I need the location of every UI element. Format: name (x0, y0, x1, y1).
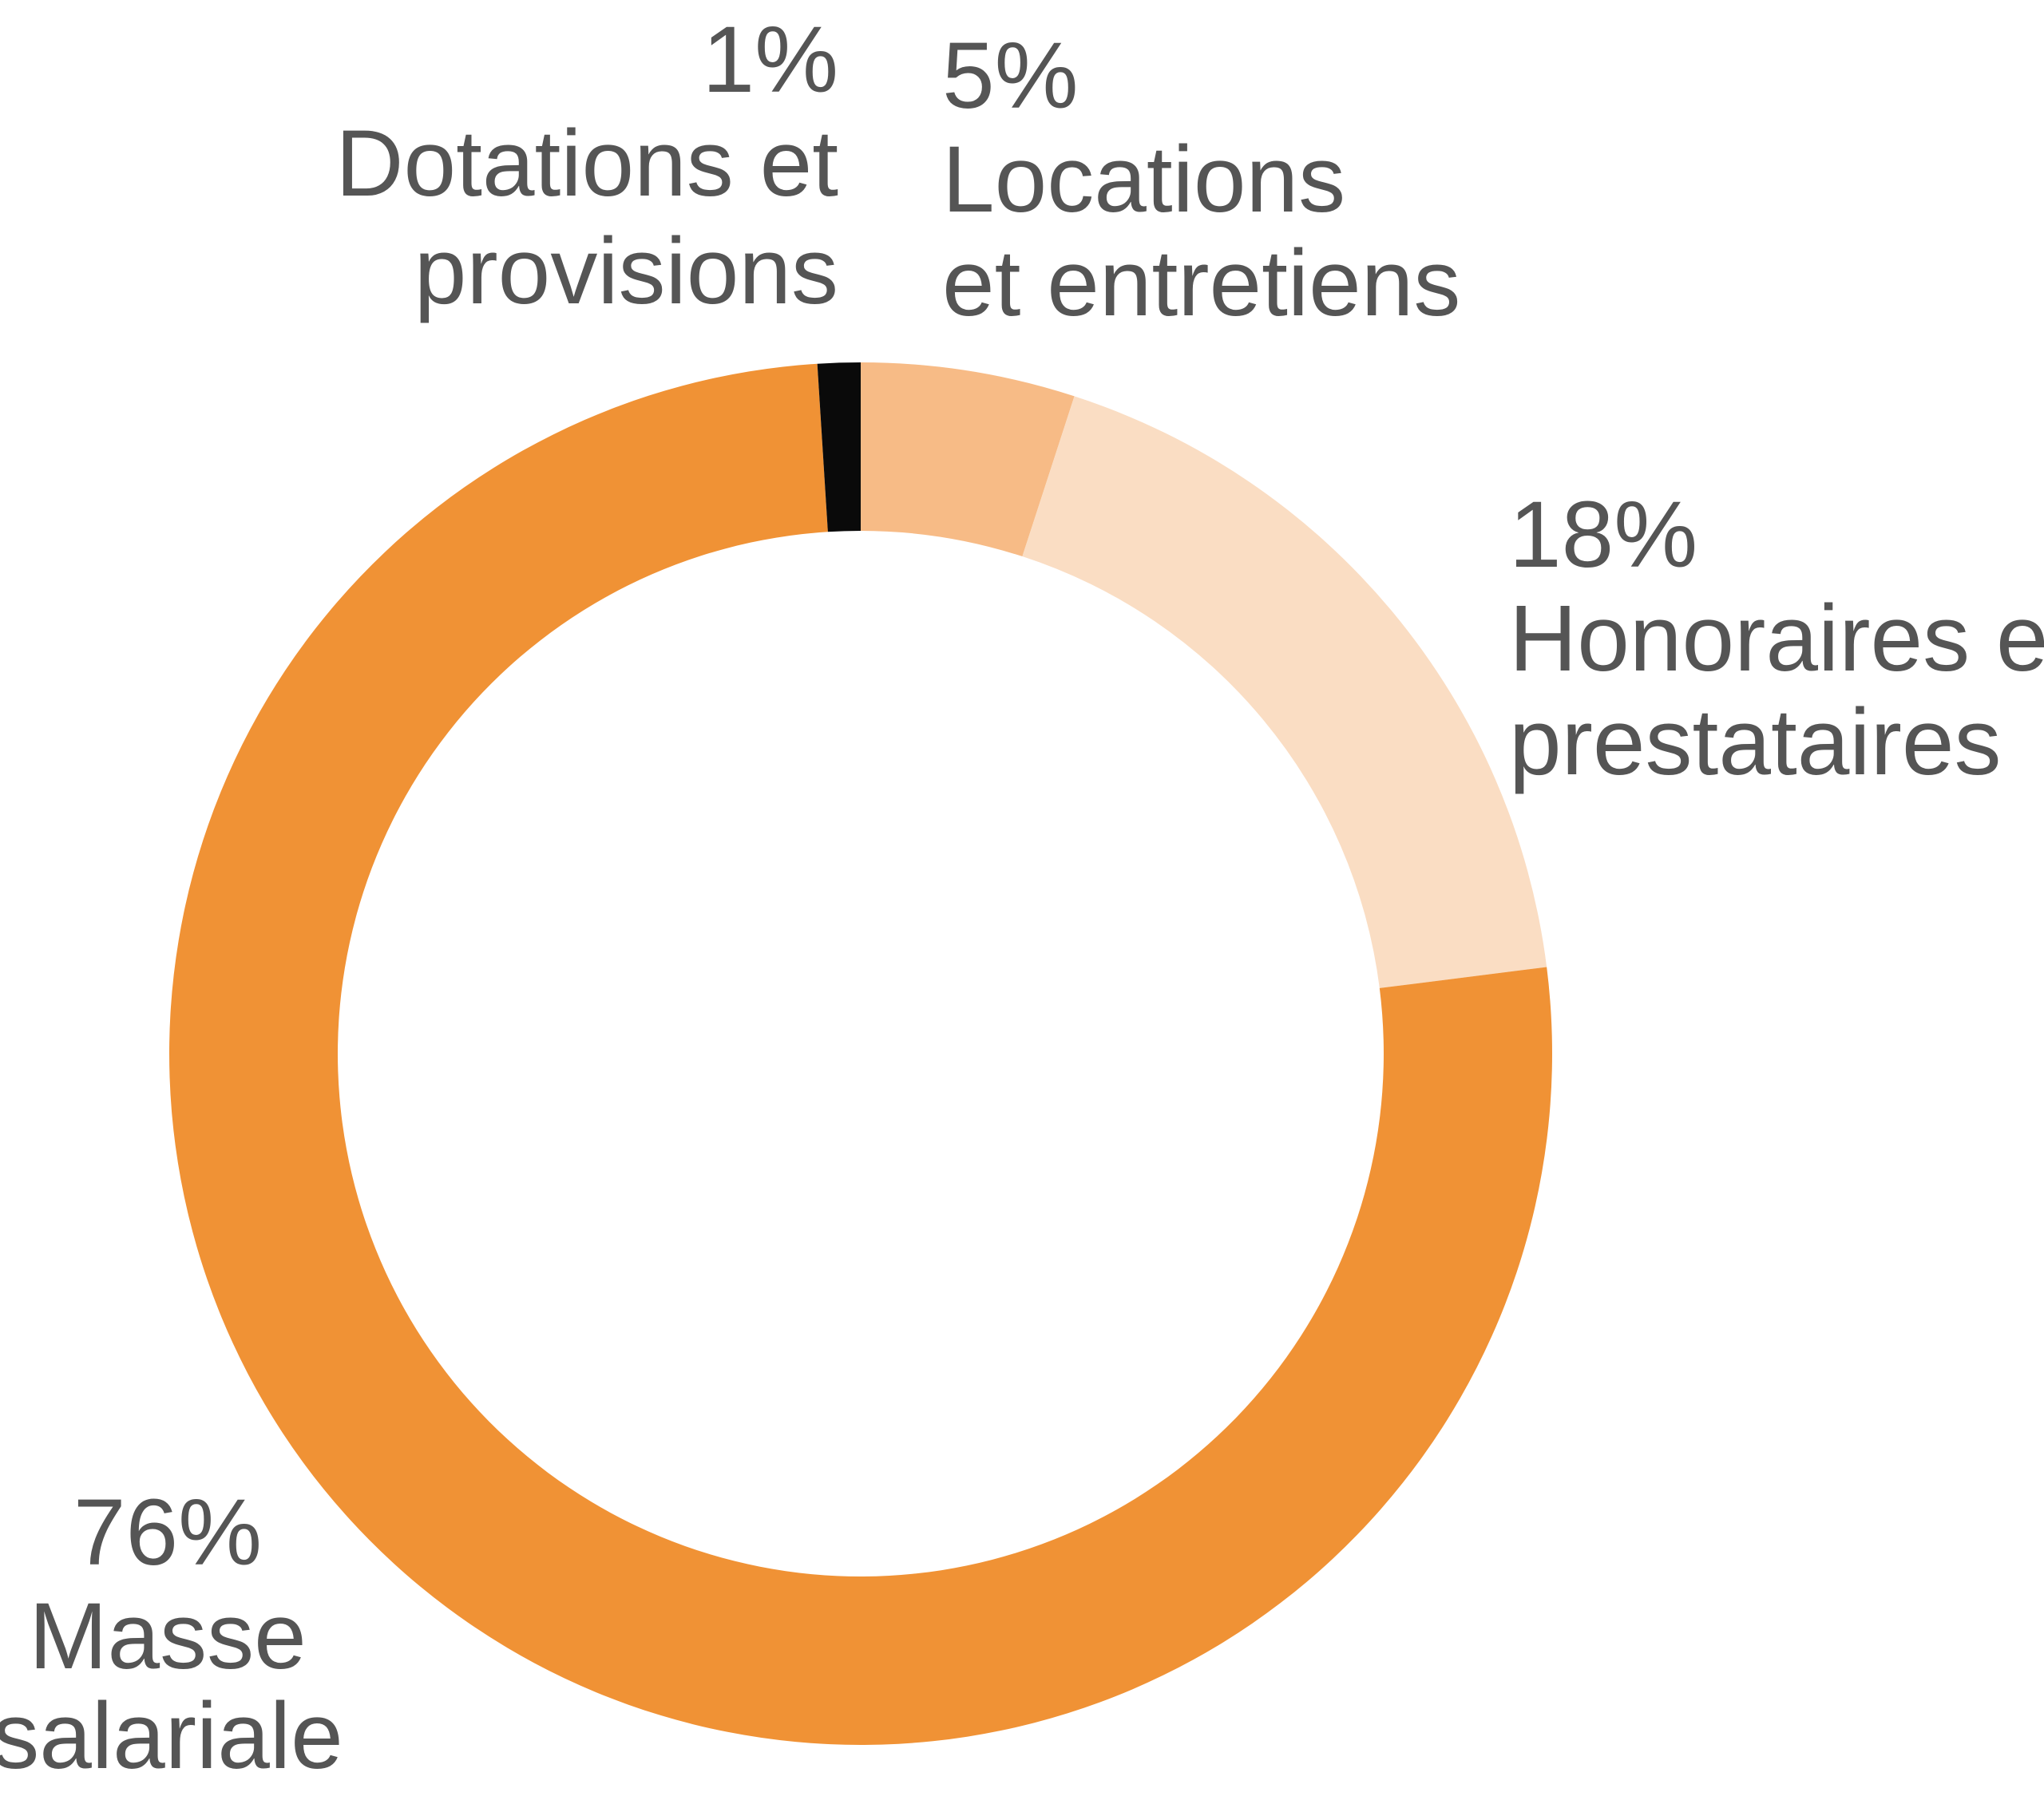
category-label-locations-line1: Locations (942, 127, 1345, 232)
value-label-masse-salariale: 76% (73, 1480, 262, 1585)
value-label-dotations: 1% (702, 7, 838, 113)
value-label-locations: 5% (942, 23, 1079, 129)
label-masse-salariale: 76% Masse salariale (0, 1480, 343, 1789)
category-label-dotations-line1: Dotations et (335, 111, 838, 216)
value-label-honoraires: 18% (1509, 482, 1697, 587)
donut-slice-2 (1022, 396, 1547, 988)
donut-slices (168, 362, 1552, 1745)
category-label-masse-line1: Masse (29, 1584, 307, 1689)
label-locations-et-entretiens: 5% Locations et entretiens (942, 23, 1460, 336)
category-label-masse-line2: salariale (0, 1683, 343, 1789)
category-label-dotations-line2: provisions (414, 219, 838, 324)
category-label-locations-line2: et entretiens (942, 231, 1460, 336)
label-honoraires-et-prestataires: 18% Honoraires et prestataires (1509, 482, 2044, 795)
category-label-honoraires-line2: prestataires (1509, 690, 2002, 795)
donut-slice-1 (861, 362, 1075, 557)
donut-slice-4 (817, 362, 861, 532)
category-label-honoraires-line1: Honoraires et (1509, 586, 2044, 691)
label-dotations-et-provisions: 1% Dotations et provisions (335, 7, 838, 324)
